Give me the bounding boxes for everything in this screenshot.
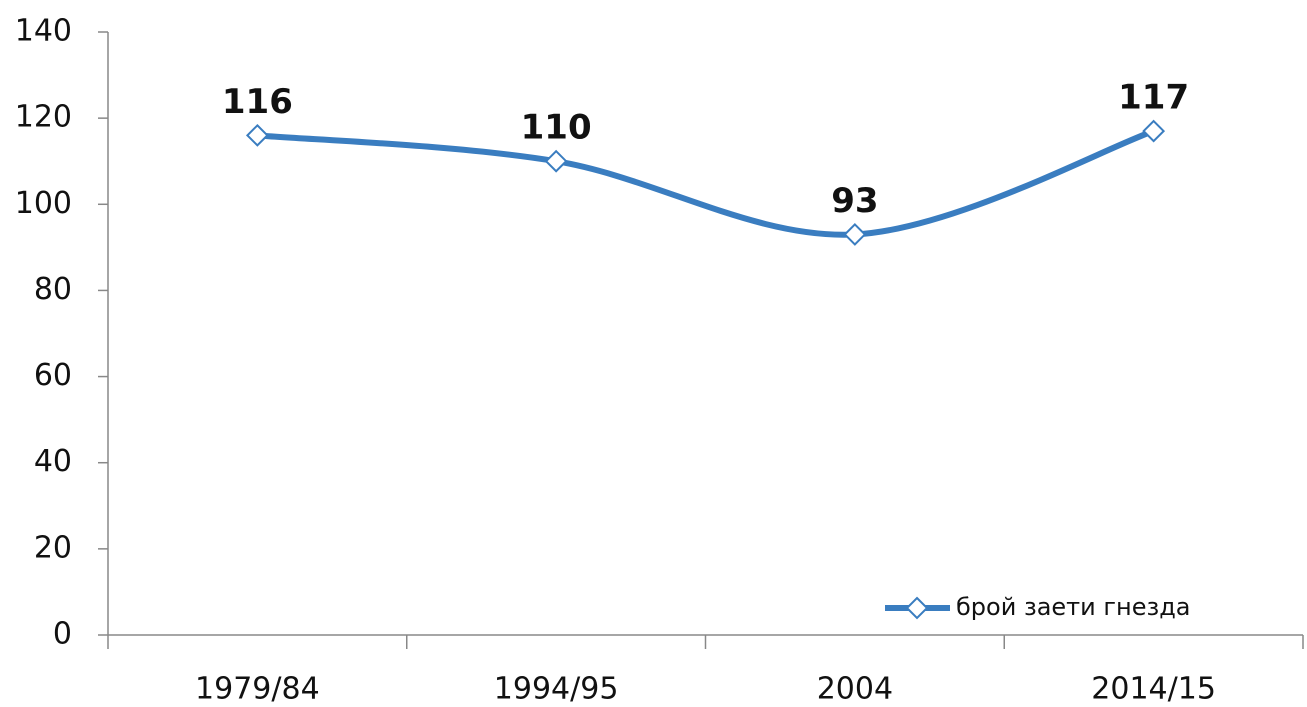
y-tick-label: 80 <box>34 272 72 307</box>
y-tick-label: 60 <box>34 358 72 393</box>
marker <box>843 223 867 246</box>
x-tick-label: 1994/95 <box>494 672 619 707</box>
legend-marker <box>905 596 929 620</box>
y-tick-label: 40 <box>34 444 72 479</box>
y-tick-label: 0 <box>53 617 72 652</box>
data-label: 93 <box>831 181 878 221</box>
x-tick-label: 2004 <box>817 672 893 707</box>
data-label: 117 <box>1118 78 1189 118</box>
y-tick-label: 140 <box>15 14 72 49</box>
y-tick-label: 100 <box>15 186 72 221</box>
y-tick-label: 20 <box>34 530 72 565</box>
y-tick-label: 120 <box>15 100 72 135</box>
data-label: 110 <box>521 108 592 148</box>
marker <box>245 123 269 147</box>
x-tick-label: 2014/15 <box>1091 672 1216 707</box>
data-label: 116 <box>222 82 293 122</box>
legend-label: брой заети гнезда <box>956 593 1191 621</box>
series-line <box>254 128 1157 238</box>
marker <box>1142 119 1166 143</box>
marker <box>544 149 568 173</box>
x-tick-label: 1979/84 <box>195 672 320 707</box>
